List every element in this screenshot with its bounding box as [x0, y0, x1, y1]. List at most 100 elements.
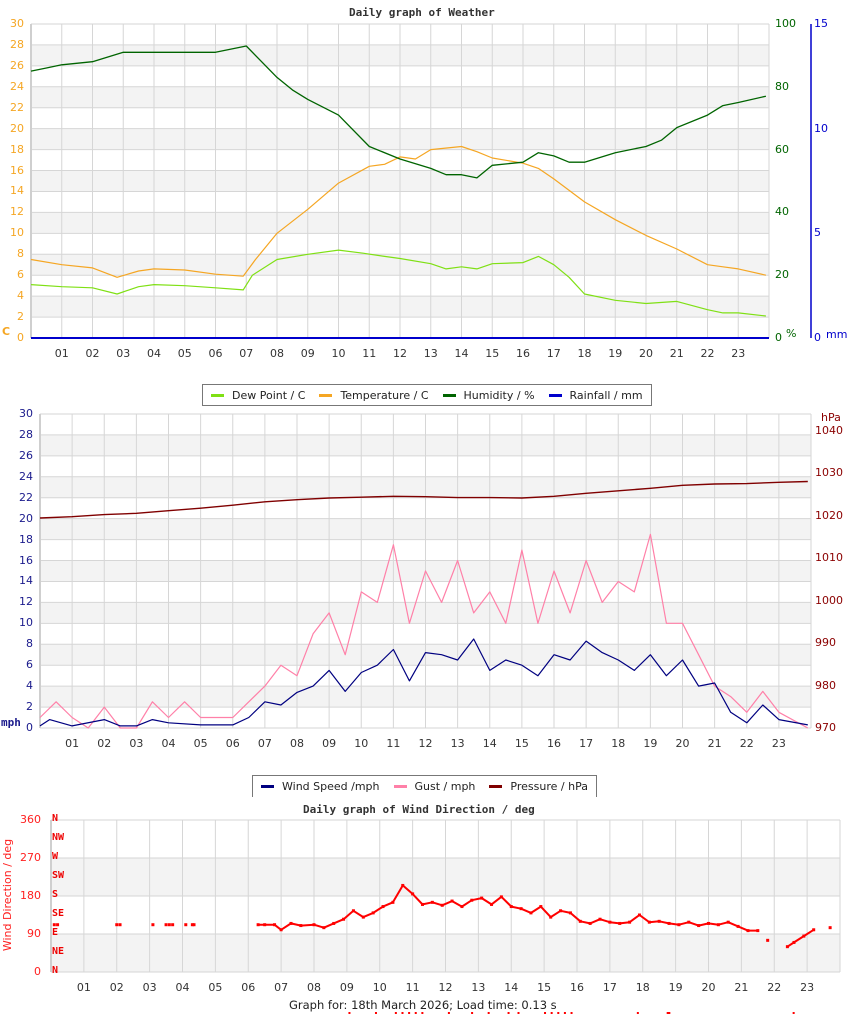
rainfall-axis-unit: mm — [826, 328, 848, 341]
x-tick-label: 21 — [707, 737, 722, 750]
y-tick-label: 10 — [10, 226, 24, 240]
x-tick-label: 06 — [241, 981, 256, 994]
x-tick-label: 10 — [354, 737, 369, 750]
y-tick-label: 26 — [10, 58, 24, 72]
weather-legend: Dew Point / C Temperature / C Humidity / %… — [202, 384, 652, 406]
y-tick-label: 8 — [17, 247, 24, 261]
y-tick-label: 180 — [20, 889, 41, 902]
x-tick-label: 03 — [116, 347, 131, 360]
y-tick-label: 20 — [775, 268, 789, 282]
legend-item: Humidity / % — [442, 389, 535, 402]
y-tick-label: 100 — [775, 17, 796, 30]
x-tick-label: 01 — [65, 737, 80, 750]
y-tick-label: 970 — [815, 721, 836, 734]
y-tick-label: 6 — [26, 658, 33, 672]
x-tick-label: 01 — [54, 347, 69, 360]
temperature-axis-unit: C — [2, 325, 11, 338]
y-tick-label: 14 — [19, 574, 33, 588]
x-tick-label: 16 — [547, 737, 561, 750]
legend-swatch-icon — [442, 393, 456, 397]
x-tick-label: 02 — [97, 737, 112, 750]
weather-plot-area — [30, 23, 812, 339]
legend-item: Wind Speed /mph — [261, 780, 380, 793]
y-tick-label: 270 — [20, 851, 41, 864]
x-tick-label: 19 — [643, 737, 658, 750]
x-tick-label: 19 — [608, 347, 623, 360]
y-tick-label: 8 — [26, 637, 33, 651]
x-tick-label: 14 — [504, 981, 519, 994]
y-tick-label: 5 — [814, 226, 821, 240]
y-tick-label: 6 — [17, 268, 24, 282]
y-tick-label: 30 — [19, 407, 33, 420]
x-tick-label: 14 — [454, 347, 469, 360]
x-tick-label: 05 — [193, 737, 208, 750]
y-tick-label: 4 — [26, 679, 33, 693]
y-tick-label: 1030 — [815, 466, 843, 480]
y-tick-label: 22 — [19, 490, 33, 504]
y-tick-label: 10 — [814, 121, 828, 135]
legend-swatch-icon — [393, 785, 407, 788]
legend-swatch-icon — [319, 393, 333, 397]
y-tick-label: 24 — [10, 79, 24, 93]
compass-label: N — [52, 813, 59, 824]
legend-item: Pressure / hPa — [489, 780, 588, 793]
x-tick-label: 21 — [734, 981, 749, 994]
legend-label: Wind Speed /mph — [282, 780, 380, 793]
x-tick-label: 07 — [257, 737, 272, 750]
legend-item: Temperature / C — [319, 389, 429, 402]
pressure-axis-unit: hPa — [821, 411, 841, 424]
y-tick-label: 1010 — [815, 551, 843, 565]
compass-label: SW — [52, 870, 65, 881]
x-tick-label: 23 — [771, 737, 786, 750]
x-tick-label: 13 — [471, 981, 486, 994]
x-tick-label: 05 — [208, 981, 223, 994]
legend-label: Dew Point / C — [232, 388, 306, 402]
x-tick-label: 13 — [423, 347, 438, 360]
y-tick-label: 990 — [815, 636, 836, 650]
compass-label: S — [52, 889, 59, 900]
y-tick-label: 1040 — [815, 423, 843, 437]
y-tick-label: 80 — [775, 79, 789, 93]
legend-label: Gust / mph — [414, 780, 476, 793]
x-tick-label: 22 — [739, 737, 754, 750]
legend-swatch-icon — [548, 393, 562, 397]
wind-direction-graph-title: Daily graph of Wind Direction / deg — [303, 803, 535, 816]
weather-graph-title: Daily graph of Weather — [349, 6, 495, 19]
y-tick-label: 14 — [10, 184, 24, 198]
legend-label: Rainfall / mm — [569, 388, 643, 402]
x-tick-label: 21 — [669, 347, 684, 360]
x-tick-label: 04 — [161, 737, 176, 750]
wind-plot-area — [39, 413, 812, 729]
x-tick-label: 12 — [438, 981, 453, 994]
y-tick-label: 2 — [17, 310, 24, 324]
y-tick-label: 60 — [775, 142, 789, 156]
x-tick-label: 16 — [516, 347, 530, 360]
y-tick-label: 10 — [19, 616, 33, 630]
y-tick-label: 28 — [19, 427, 33, 441]
y-tick-label: 18 — [19, 532, 33, 546]
x-tick-label: 08 — [290, 737, 304, 750]
y-tick-label: 20 — [10, 121, 24, 135]
x-tick-label: 20 — [701, 981, 716, 994]
y-tick-label: 90 — [27, 927, 41, 940]
y-tick-label: 0 — [34, 965, 41, 978]
x-tick-label: 23 — [800, 981, 815, 994]
y-tick-label: 980 — [815, 678, 836, 692]
y-tick-label: 16 — [10, 163, 24, 177]
x-tick-label: 20 — [639, 347, 653, 360]
y-tick-label: 4 — [17, 289, 24, 303]
x-tick-label: 17 — [546, 347, 561, 360]
y-tick-label: 0 — [775, 331, 782, 344]
legend-item: Gust / mph — [393, 780, 476, 793]
y-tick-label: 0 — [26, 721, 33, 734]
x-tick-label: 10 — [331, 347, 346, 360]
y-tick-label: 12 — [10, 205, 24, 219]
x-tick-label: 09 — [339, 981, 354, 994]
compass-label: N — [52, 965, 59, 976]
x-tick-label: 04 — [147, 347, 161, 360]
x-tick-label: 07 — [274, 981, 289, 994]
x-tick-label: 03 — [129, 737, 144, 750]
x-tick-label: 08 — [307, 981, 321, 994]
y-tick-label: 16 — [19, 553, 33, 567]
